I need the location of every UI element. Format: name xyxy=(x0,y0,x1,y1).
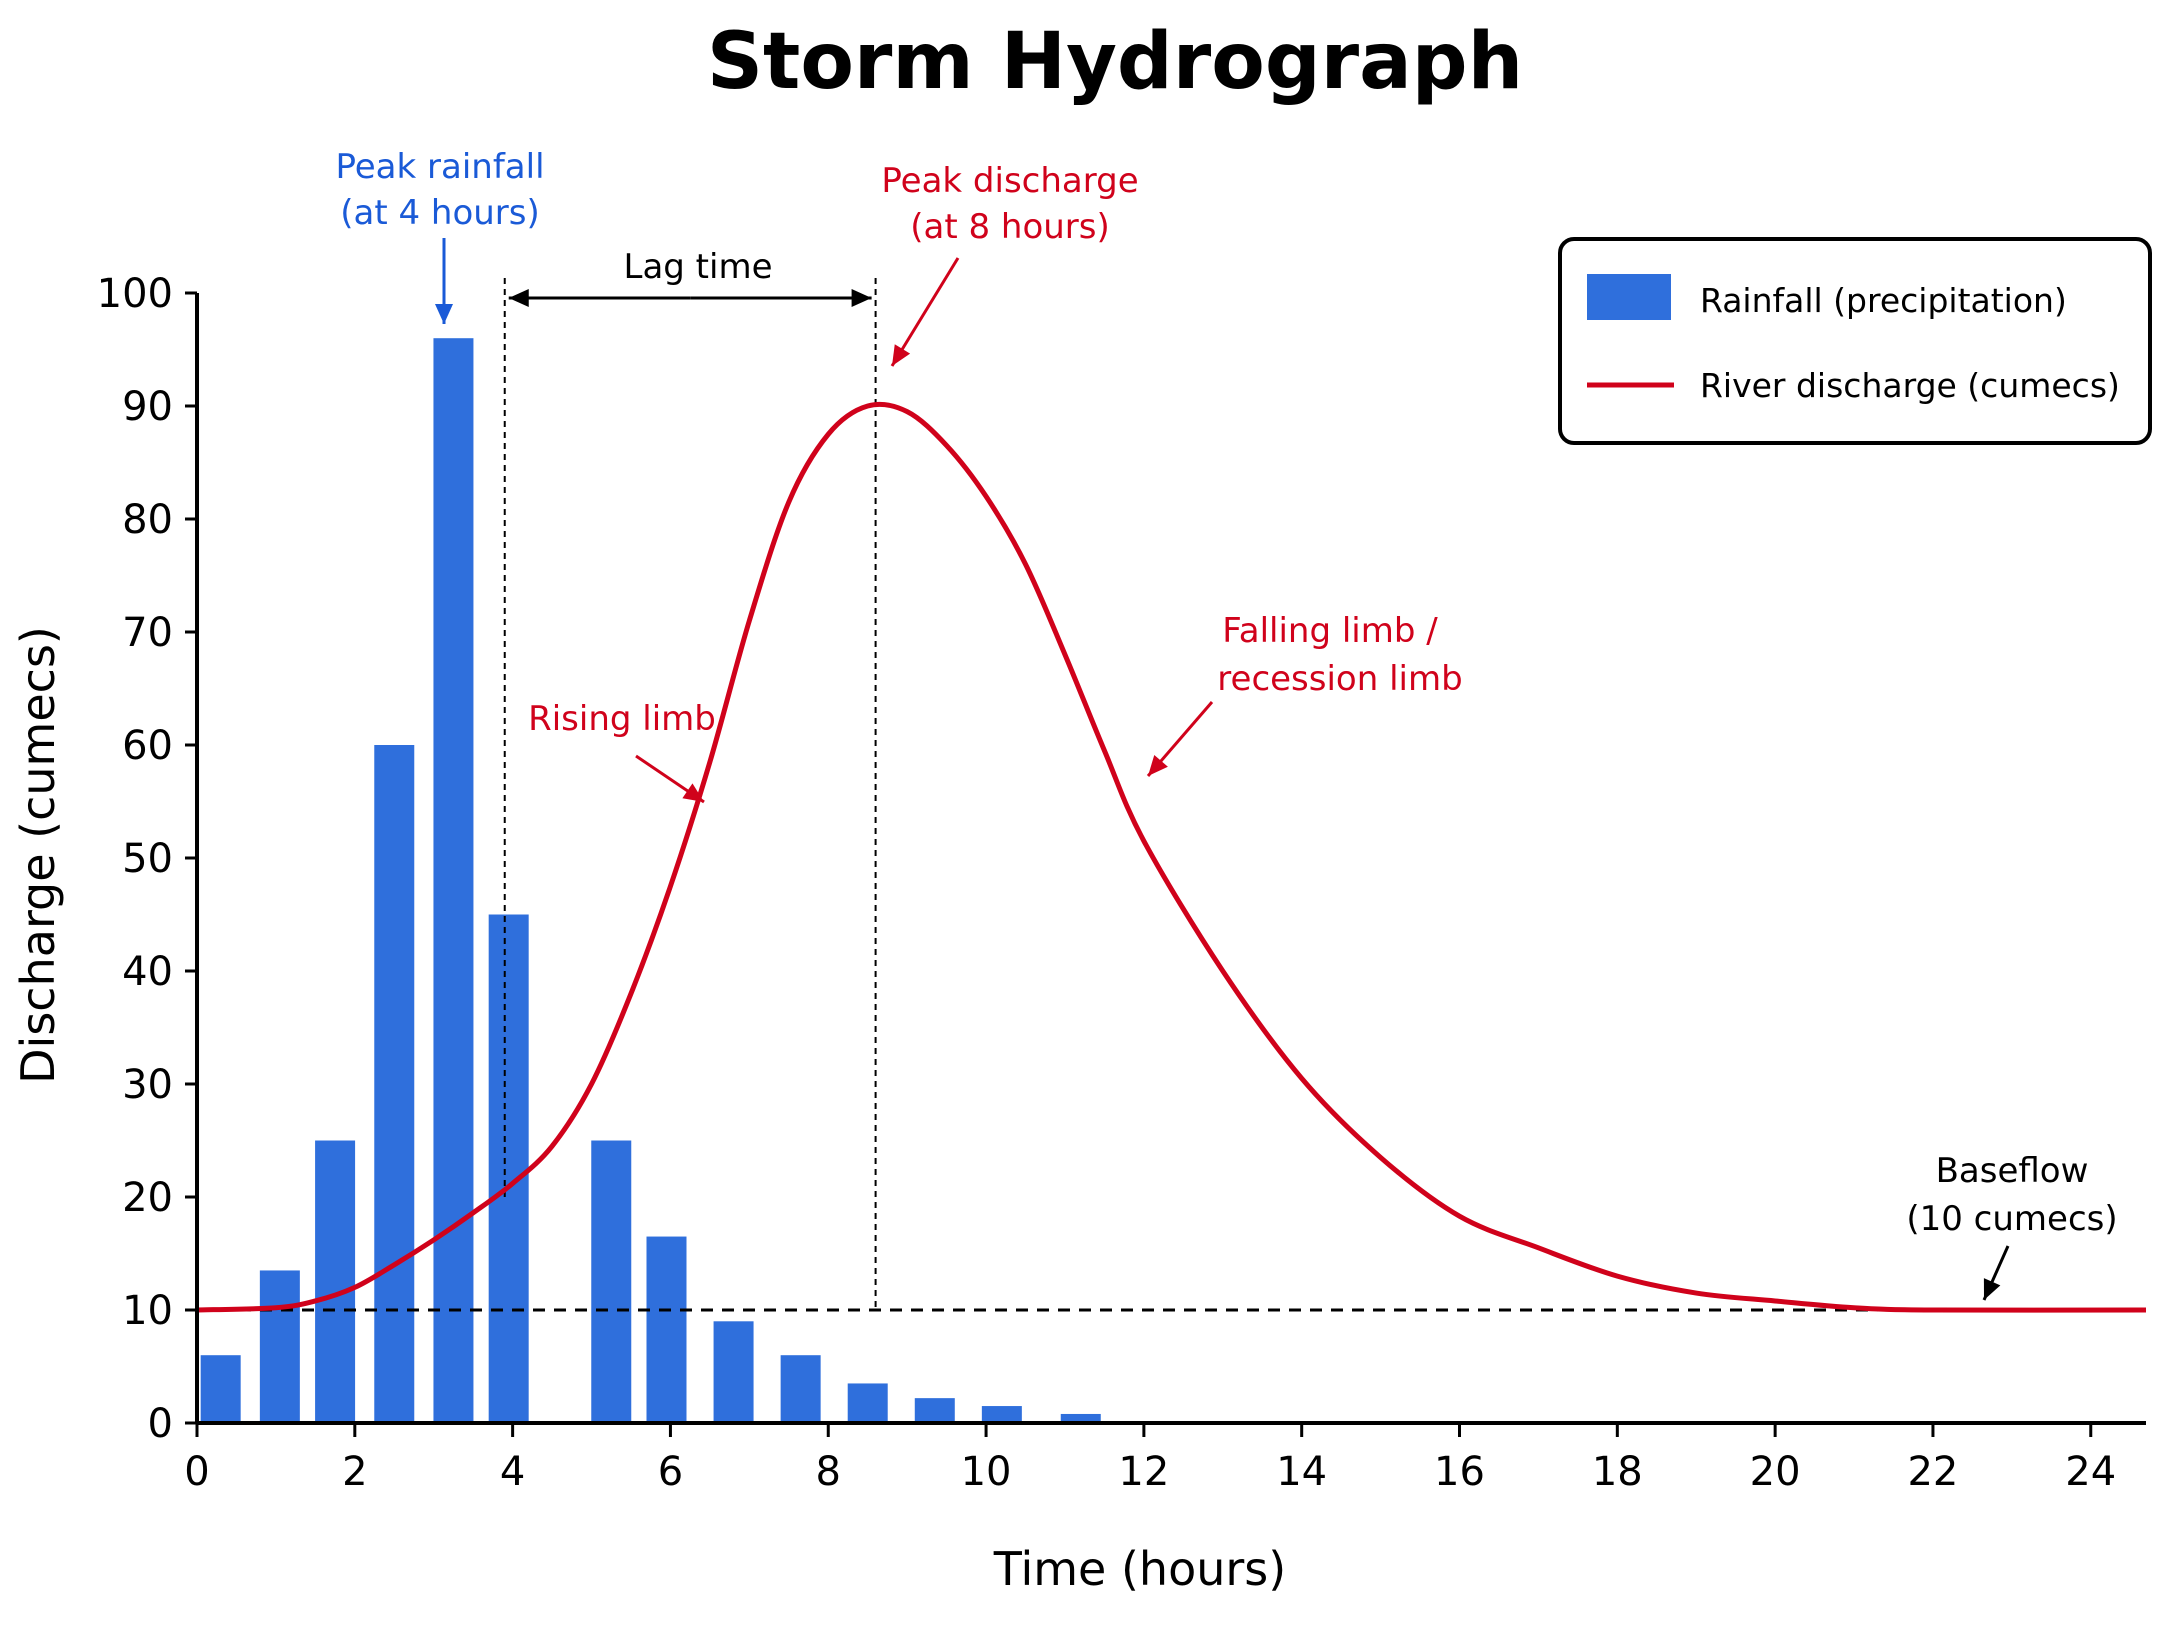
y-tick-label: 70 xyxy=(122,610,173,656)
chart-title: Storm Hydrograph xyxy=(707,17,1523,107)
y-tick-label: 10 xyxy=(122,1288,173,1334)
falling-limb-arrow-head xyxy=(1148,754,1168,776)
rainfall-bar xyxy=(847,1383,888,1423)
peak-discharge-sublabel: (at 8 hours) xyxy=(910,207,1110,247)
peak-rainfall-arrow-head xyxy=(435,304,453,324)
rainfall-bar xyxy=(646,1236,687,1423)
x-tick-label: 16 xyxy=(1434,1449,1485,1495)
y-tick-label: 80 xyxy=(122,497,173,543)
peak-rainfall-sublabel: (at 4 hours) xyxy=(340,193,540,233)
rainfall-bar xyxy=(780,1355,821,1423)
x-tick-label: 0 xyxy=(184,1449,209,1495)
annotations: Peak rainfall (at 4 hours) Peak discharge (… xyxy=(335,147,2118,1301)
x-tick-label: 20 xyxy=(1750,1449,1801,1495)
lag-time-arrow-right xyxy=(690,289,872,307)
y-tick-label: 60 xyxy=(122,723,173,769)
falling-limb-arrow xyxy=(1146,701,1214,777)
baseflow-arrow-head xyxy=(1983,1278,2001,1300)
legend-rainfall-swatch xyxy=(1587,274,1671,320)
baseflow-label: Baseflow xyxy=(1936,1151,2089,1191)
peak-discharge-arrow-head xyxy=(892,344,911,366)
baseflow-sublabel: (10 cumecs) xyxy=(1906,1199,2117,1239)
peak-rainfall-arrow xyxy=(435,238,453,324)
legend-discharge-label: River discharge (cumecs) xyxy=(1700,366,2120,405)
x-tick-label: 12 xyxy=(1118,1449,1169,1495)
y-tick-label: 20 xyxy=(122,1175,173,1221)
rainfall-bar xyxy=(488,914,529,1423)
rising-limb-label: Rising limb xyxy=(528,699,716,739)
falling-limb-sublabel: recession limb xyxy=(1217,659,1462,699)
baseflow-arrow xyxy=(1982,1245,2010,1301)
lag-time-arrow-left xyxy=(508,289,691,307)
legend: Rainfall (precipitation) River discharge… xyxy=(1558,237,2152,445)
peak-rainfall-label: Peak rainfall xyxy=(335,147,544,187)
x-tick-label: 8 xyxy=(816,1449,841,1495)
discharge-line xyxy=(196,401,2147,1313)
rising-limb-arrow xyxy=(635,754,705,804)
y-tick-label: 0 xyxy=(148,1401,173,1447)
y-tick-label: 90 xyxy=(122,384,173,430)
legend-rainfall-label: Rainfall (precipitation) xyxy=(1700,281,2067,320)
x-tick-label: 6 xyxy=(658,1449,683,1495)
rainfall-bars xyxy=(200,338,1101,1424)
lag-time-arrow-right-head xyxy=(851,289,872,307)
rainfall-bar xyxy=(200,1355,241,1423)
guide-lines xyxy=(197,278,2146,1312)
peak-discharge-label: Peak discharge xyxy=(881,161,1138,201)
x-tick-label: 2 xyxy=(342,1449,367,1495)
falling-limb-label: Falling limb / xyxy=(1222,611,1438,651)
rainfall-bar xyxy=(315,1140,356,1423)
rainfall-bar xyxy=(259,1270,300,1423)
x-tick-label: 18 xyxy=(1592,1449,1643,1495)
rainfall-bar xyxy=(591,1140,632,1423)
rising-limb-arrow-head xyxy=(682,783,704,802)
x-tick-label: 4 xyxy=(500,1449,525,1495)
peak-discharge-arrow xyxy=(890,257,960,367)
x-tick-label: 22 xyxy=(1907,1449,1958,1495)
x-tick-label: 14 xyxy=(1276,1449,1327,1495)
rainfall-bar xyxy=(374,745,415,1423)
y-tick-label: 40 xyxy=(122,949,173,995)
x-tick-label: 24 xyxy=(2065,1449,2116,1495)
y-tick-label: 100 xyxy=(97,271,173,317)
discharge-line-layer xyxy=(196,401,2147,1313)
rainfall-bar xyxy=(981,1406,1022,1423)
rainfall-bar xyxy=(1060,1413,1101,1423)
x-tick-label: 10 xyxy=(961,1449,1012,1495)
peak-discharge-arrow-shaft xyxy=(890,257,960,367)
rainfall-bar xyxy=(914,1398,955,1423)
y-axis-label: Discharge (cumecs) xyxy=(11,626,65,1084)
y-tick-label: 50 xyxy=(122,836,173,882)
x-axis-label: Time (hours) xyxy=(993,1542,1286,1596)
lag-time-label: Lag time xyxy=(624,247,773,287)
rainfall-bar xyxy=(433,338,474,1424)
rainfall-bar xyxy=(713,1321,754,1423)
y-tick-label: 30 xyxy=(122,1062,173,1108)
legend-box xyxy=(1558,237,2152,445)
lag-time-arrow-left-head xyxy=(508,289,529,307)
